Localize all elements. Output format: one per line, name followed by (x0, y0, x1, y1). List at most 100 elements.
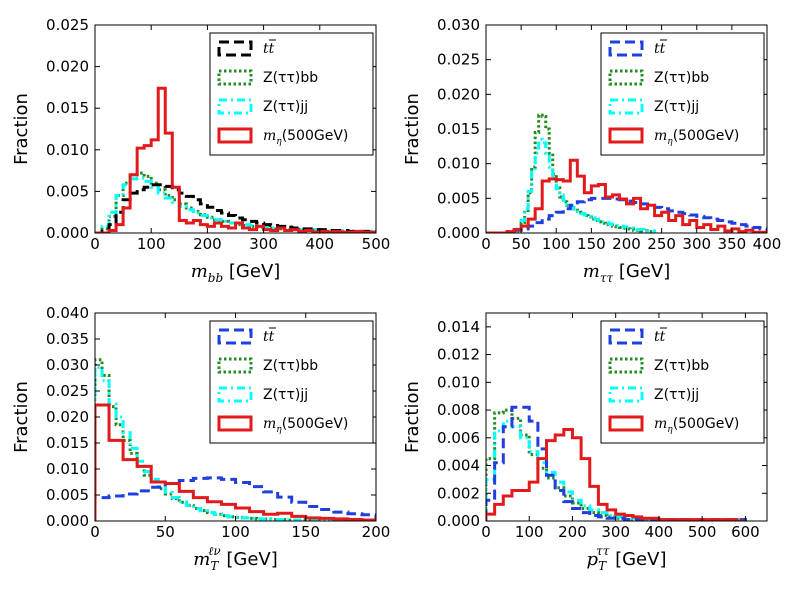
x-tick-label: 300 (249, 235, 278, 253)
histogram-ztt-jj (514, 137, 657, 233)
y-tick-label: 0.015 (46, 434, 89, 452)
x-tick-label: 0 (90, 235, 100, 253)
x-axis-label: mTℓν [GeV] (193, 544, 278, 573)
x-tick-label: 300 (601, 523, 630, 541)
legend-swatch-tt (217, 328, 253, 345)
legend-label-ztt_bb: Z(ττ)bb (263, 358, 318, 374)
x-tick-label: 100 (137, 235, 166, 253)
x-tick-label: 400 (753, 235, 782, 253)
legend-label-ztt_bb: Z(ττ)bb (654, 358, 709, 374)
legend-swatch-ztt_jj (217, 98, 253, 115)
y-tick-label: 0.035 (46, 330, 89, 348)
legend-label-tt: tt (263, 329, 275, 345)
y-tick-label: 0.030 (437, 16, 480, 34)
y-tick-label: 0.010 (46, 460, 89, 478)
series-group (95, 86, 376, 233)
x-tick-label: 250 (647, 235, 676, 253)
legend-label-tt: tt (654, 41, 666, 57)
histogram-ztt-jj (95, 176, 376, 233)
legend-swatch-ztt_bb (608, 69, 644, 86)
x-tick-label: 350 (718, 235, 747, 253)
x-axis-label: pTττ [GeV] (587, 544, 667, 573)
legend: tt Z(ττ)bb Z(ττ)jj mη(500GeV) (600, 32, 765, 156)
x-axis-label: mττ [GeV] (583, 261, 670, 285)
legend-swatch-ztt_bb (217, 357, 253, 374)
y-tick-label: 0.020 (46, 58, 89, 76)
legend-swatch-tt (217, 40, 253, 57)
y-tick-label: 0.002 (437, 484, 480, 502)
y-tick-label: 0.025 (46, 16, 89, 34)
y-tick-label: 0.005 (46, 182, 89, 200)
histogram-ztt-bb (95, 358, 376, 521)
y-tick-label: 0.005 (46, 486, 89, 504)
x-tick-label: 200 (558, 523, 587, 541)
histogram-ttbar (95, 183, 376, 233)
x-tick-label: 100 (515, 523, 544, 541)
legend-swatch-ztt_jj (608, 98, 644, 115)
y-axis-label: Fraction (11, 381, 32, 453)
legend-swatch-ztt_jj (217, 386, 253, 403)
x-tick-label: 400 (645, 523, 674, 541)
legend-label-ztt_jj: Z(ττ)jj (263, 99, 308, 115)
y-tick-label: 0.015 (437, 120, 480, 138)
x-tick-label: 200 (612, 235, 641, 253)
legend-label-ztt_jj: Z(ττ)jj (654, 99, 699, 115)
y-tick-label: 0.006 (437, 429, 480, 447)
y-tick-label: 0.020 (46, 408, 89, 426)
legend-label-tt: tt (654, 329, 666, 345)
y-tick-label: 0.030 (46, 356, 89, 374)
legend-box (209, 320, 374, 444)
legend-swatch-tt (608, 328, 644, 345)
x-tick-label: 400 (305, 235, 334, 253)
legend: tt Z(ττ)bb Z(ττ)jj mη(500GeV) (600, 320, 765, 444)
y-axis-label: Fraction (11, 93, 32, 165)
y-tick-label: 0.025 (46, 382, 89, 400)
y-axis-label: Fraction (402, 93, 423, 165)
histogram-signal (486, 158, 767, 233)
histogram-signal (486, 427, 746, 521)
legend-swatch-ztt_jj (608, 386, 644, 403)
series-group (486, 113, 767, 233)
y-tick-label: 0.004 (437, 457, 480, 475)
legend: tt Z(ττ)bb Z(ττ)jj mη(500GeV) (209, 320, 374, 444)
x-tick-label: 600 (731, 523, 760, 541)
series-group (486, 405, 747, 521)
y-tick-label: 0.000 (46, 512, 89, 530)
legend-swatch-signal (608, 415, 644, 432)
x-tick-label: 150 (291, 523, 320, 541)
x-tick-label: 500 (688, 523, 717, 541)
legend-label-signal: mη(500GeV) (654, 128, 739, 147)
legend-swatch-signal (608, 127, 644, 144)
histogram-signal (95, 403, 376, 521)
y-tick-label: 0.014 (437, 318, 480, 336)
axes-frame (94, 24, 377, 234)
series-group (95, 358, 376, 521)
legend-swatch-tt (608, 40, 644, 57)
x-tick-label: 200 (362, 523, 391, 541)
legend-swatch-signal (217, 127, 253, 144)
legend-label-signal: mη(500GeV) (654, 416, 739, 435)
legend-label-signal: mη(500GeV) (263, 416, 348, 435)
panel-0: 0 100 200 300 400 500 0.000 0.005 0.010 0.015 0.02… (11, 16, 390, 285)
legend-box (209, 32, 374, 156)
y-tick-label: 0.000 (46, 224, 89, 242)
y-tick-label: 0.012 (437, 346, 480, 364)
histogram-ttbar (95, 476, 376, 521)
legend-swatch-ztt_bb (217, 69, 253, 86)
legend-label-signal: mη(500GeV) (263, 128, 348, 147)
x-tick-label: 50 (156, 523, 175, 541)
y-tick-label: 0.010 (46, 141, 89, 159)
histogram-signal (95, 86, 376, 233)
legend-label-ztt_bb: Z(ττ)bb (263, 70, 318, 86)
x-tick-label: 200 (193, 235, 222, 253)
legend-swatch-signal (217, 415, 253, 432)
y-axis-label: Fraction (402, 381, 423, 453)
x-tick-label: 150 (577, 235, 606, 253)
axes-frame (485, 312, 768, 522)
panel-3: 0 100 200 300 400 500 600 0.000 0.002 0.004 0.006 0… (402, 312, 768, 573)
legend-box (600, 32, 765, 156)
legend-label-ztt_bb: Z(ττ)bb (654, 70, 709, 86)
y-tick-label: 0.010 (437, 373, 480, 391)
y-tick-label: 0.000 (437, 224, 480, 242)
x-tick-label: 0 (90, 523, 100, 541)
